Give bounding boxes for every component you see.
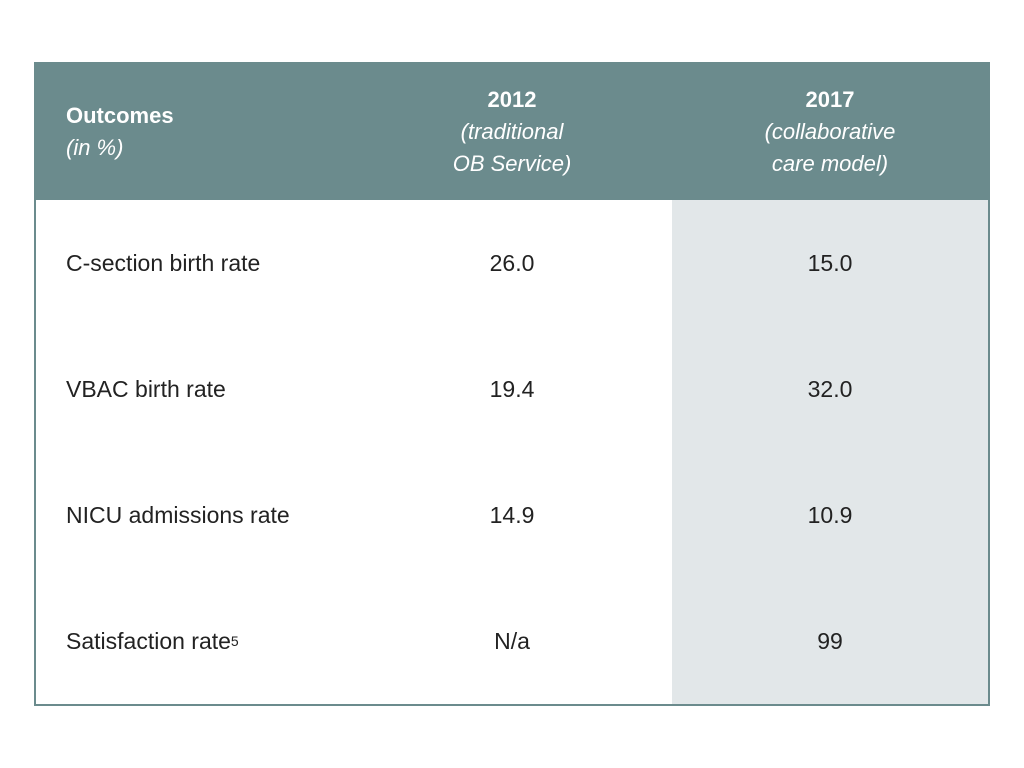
row-label-text: Satisfaction rate xyxy=(66,627,231,654)
row-value-2017: 10.9 xyxy=(807,501,853,528)
row-value-2012: 26.0 xyxy=(489,249,535,276)
header-2012-year: 2012 xyxy=(487,87,537,112)
row-value-2012: N/a xyxy=(494,627,530,654)
outcomes-table: Outcomes (in %) 2012 (traditional OB Ser… xyxy=(34,62,990,706)
row-label: NICU admissions rate xyxy=(66,452,366,578)
row-value-2017: 99 xyxy=(817,627,843,654)
header-2017-desc-line2: care model) xyxy=(771,151,889,176)
row-value-2017: 32.0 xyxy=(807,375,853,402)
header-outcomes-unit: (in %) xyxy=(66,135,124,160)
header-2012-desc-line2: OB Service) xyxy=(452,151,572,176)
row-label: C-section birth rate xyxy=(66,200,366,326)
row-value-2017: 15.0 xyxy=(807,249,853,276)
row-label-text: VBAC birth rate xyxy=(66,375,226,402)
row-label-text: C-section birth rate xyxy=(66,249,261,276)
table-row: VBAC birth rate 19.4 32.0 xyxy=(36,326,988,452)
highlight-2017-column xyxy=(672,200,988,704)
header-outcomes-title: Outcomes xyxy=(66,103,174,128)
header-2012-desc-line1: (traditional xyxy=(460,119,564,144)
row-label-text: NICU admissions rate xyxy=(66,501,290,528)
row-label: VBAC birth rate xyxy=(66,326,366,452)
header-2017: 2017 (collaborative care model) xyxy=(672,64,988,200)
table-header: Outcomes (in %) 2012 (traditional OB Ser… xyxy=(36,64,988,200)
header-2017-year: 2017 xyxy=(805,87,855,112)
row-value-2012: 19.4 xyxy=(489,375,535,402)
header-outcomes: Outcomes (in %) xyxy=(66,64,366,200)
table-row: C-section birth rate 26.0 15.0 xyxy=(36,200,988,326)
header-2017-desc-line1: (collaborative xyxy=(764,119,896,144)
table-row: NICU admissions rate 14.9 10.9 xyxy=(36,452,988,578)
table-row: Satisfaction rate 5 N/a 99 xyxy=(36,578,988,704)
row-label: Satisfaction rate 5 xyxy=(66,627,239,654)
header-2012: 2012 (traditional OB Service) xyxy=(354,64,670,200)
row-value-2012: 14.9 xyxy=(489,501,535,528)
